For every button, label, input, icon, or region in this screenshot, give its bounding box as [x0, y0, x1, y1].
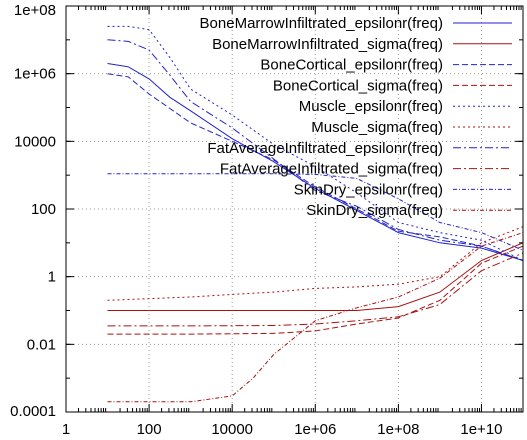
x-tick-label: 1e+10 [460, 421, 502, 438]
grid [66, 6, 523, 412]
legend-label: Muscle_epsilonr(freq) [299, 98, 443, 115]
series-line [107, 173, 523, 251]
series-line [107, 39, 523, 261]
y-tick-label: 1e+08 [14, 2, 56, 19]
x-tick-label: 10000 [211, 421, 253, 438]
x-tick-label: 1e+08 [377, 421, 419, 438]
series-line [107, 252, 523, 327]
y-tick-label: 10000 [14, 133, 56, 150]
series-line [107, 245, 523, 335]
legend-label: BoneMarrowInfiltrated_sigma(freq) [212, 36, 443, 53]
legend-label: FatAverageInfiltrated_epsilonr(freq) [207, 140, 443, 157]
y-tick-label: 1 [48, 269, 56, 286]
legend-label: BoneMarrowInfiltrated_epsilonr(freq) [200, 15, 443, 32]
series-line [107, 232, 523, 403]
legend-label: Muscle_sigma(freq) [311, 119, 443, 136]
x-tick-label: 100 [137, 421, 162, 438]
axis-ticks: 1 100 10000 1e+06 1e+08 1e+10 0.0001 0.01 1 100 10… [10, 2, 523, 438]
series-line [107, 242, 523, 311]
legend-label: SkinDry_sigma(freq) [306, 202, 443, 219]
y-tick-label: 100 [31, 201, 56, 218]
legend-label: BoneCortical_epsilonr(freq) [260, 57, 443, 74]
x-tick-label: 1 [62, 421, 70, 438]
series-line [107, 73, 523, 261]
y-tick-label: 1e+06 [14, 66, 56, 83]
x-tick-label: 1e+06 [294, 421, 336, 438]
series-lines [107, 25, 523, 403]
y-tick-label: 0.01 [27, 336, 56, 353]
legend-label: FatAverageInfiltrated_sigma(freq) [220, 161, 443, 178]
legend: BoneMarrowInfiltrated_epsilonr(freq) Bone… [200, 15, 512, 219]
series-line [107, 25, 523, 261]
series-line [107, 63, 523, 261]
legend-label: BoneCortical_sigma(freq) [273, 77, 443, 94]
legend-label: SkinDry_epsilonr(freq) [294, 181, 443, 198]
y-tick-label: 0.0001 [10, 403, 56, 420]
series-line [107, 226, 523, 301]
